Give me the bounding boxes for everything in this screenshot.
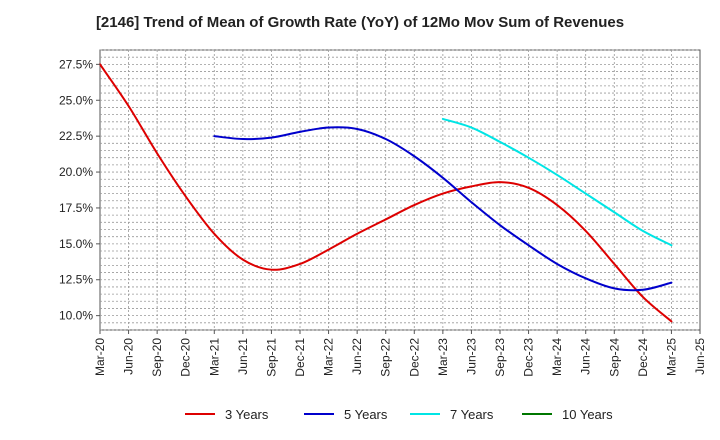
x-tick-label: Jun-22 bbox=[350, 338, 364, 375]
x-tick-label: Jun-21 bbox=[236, 338, 250, 375]
legend-label-3-years: 3 Years bbox=[225, 407, 269, 422]
x-tick-label: Dec-20 bbox=[179, 338, 193, 377]
y-tick-label: 17.5% bbox=[59, 201, 93, 215]
legend-label-7-years: 7 Years bbox=[450, 407, 494, 422]
legend-label-5-years: 5 Years bbox=[344, 407, 388, 422]
legend: 3 Years 5 Years 7 Years 10 Years bbox=[185, 407, 613, 422]
y-tick-label: 25.0% bbox=[59, 93, 93, 107]
x-tick-label: Dec-23 bbox=[522, 338, 536, 377]
legend-label-10-years: 10 Years bbox=[562, 407, 613, 422]
x-tick-label: Dec-24 bbox=[636, 338, 650, 377]
y-tick-label: 27.5% bbox=[59, 57, 93, 71]
y-tick-label: 15.0% bbox=[59, 237, 93, 251]
x-tick-label: Sep-22 bbox=[379, 338, 393, 377]
y-tick-label: 10.0% bbox=[59, 309, 93, 323]
series-line-7-years bbox=[441, 117, 673, 247]
x-tick-label: Mar-22 bbox=[322, 338, 336, 376]
x-tick-label: Jun-20 bbox=[122, 338, 136, 375]
x-tick-label: Sep-23 bbox=[493, 338, 507, 377]
y-tick-label: 22.5% bbox=[59, 129, 93, 143]
x-tick-label: Jun-24 bbox=[579, 338, 593, 375]
chart-title: [2146] Trend of Mean of Growth Rate (YoY… bbox=[95, 14, 625, 31]
x-tick-label: Dec-21 bbox=[293, 338, 307, 377]
grid-layer bbox=[100, 49, 700, 331]
series-line-5-years bbox=[213, 126, 673, 292]
x-tick-label: Mar-21 bbox=[207, 338, 221, 376]
x-tick-label: Mar-20 bbox=[93, 338, 107, 376]
x-tick-label: Sep-21 bbox=[264, 338, 278, 377]
x-tick-label: Mar-24 bbox=[550, 338, 564, 376]
series-line-3-years bbox=[99, 63, 673, 323]
x-tick-label: Sep-20 bbox=[150, 338, 164, 377]
x-tick-label: Sep-24 bbox=[607, 338, 621, 377]
y-axis-ticks: 10.0% 12.5% 15.0% 17.5% 20.0% 22.5% 25.0% 27.5% bbox=[59, 57, 100, 323]
x-tick-label: Jun-25 bbox=[693, 338, 707, 375]
y-tick-label: 12.5% bbox=[59, 273, 93, 287]
x-tick-label: Mar-23 bbox=[436, 338, 450, 376]
x-tick-label: Mar-25 bbox=[664, 338, 678, 376]
series-layer bbox=[99, 63, 673, 323]
x-axis-ticks: Mar-20 Jun-20 Sep-20 Dec-20 Mar-21 Jun-21 Sep-… bbox=[93, 330, 707, 377]
y-tick-label: 20.0% bbox=[59, 165, 93, 179]
x-tick-label: Dec-22 bbox=[407, 338, 421, 377]
x-tick-label: Jun-23 bbox=[464, 338, 478, 375]
